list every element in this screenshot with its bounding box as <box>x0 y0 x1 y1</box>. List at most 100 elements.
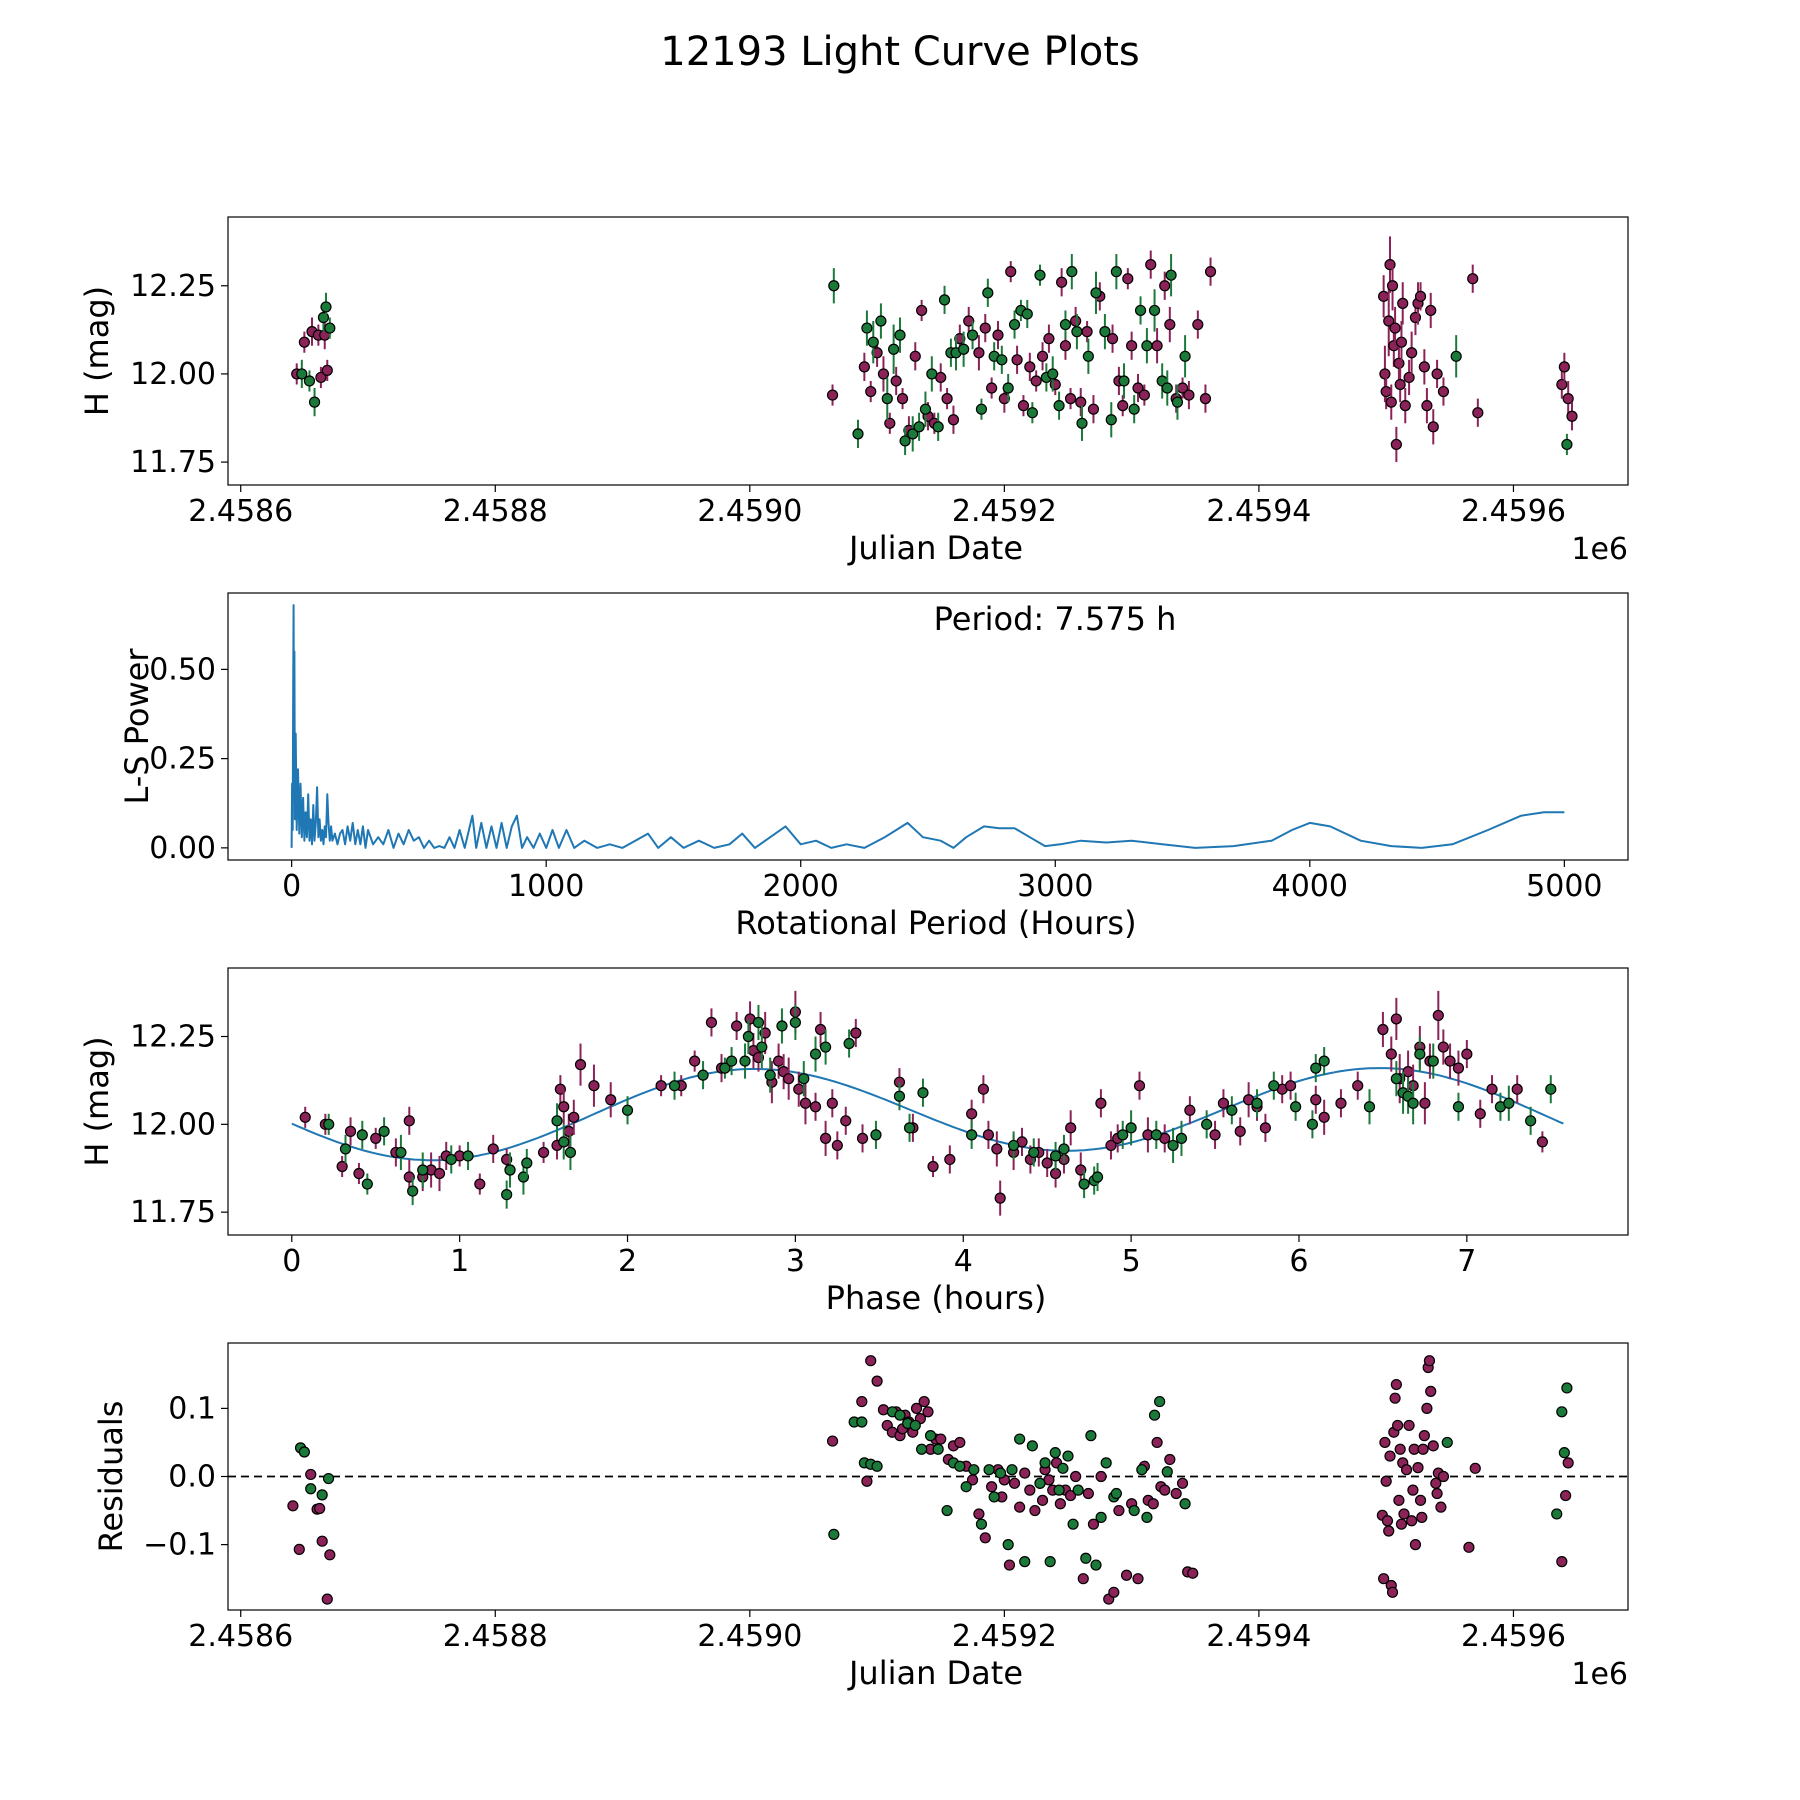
band_b-point <box>1128 1504 1140 1517</box>
band_a-point <box>1381 1515 1394 1527</box>
band_b-point <box>1066 266 1078 278</box>
band_b-point <box>1072 1484 1084 1496</box>
x-tick-label: 1000 <box>508 869 584 904</box>
band_a-point <box>1474 1108 1486 1120</box>
y-tick-label: 12.00 <box>130 1107 216 1142</box>
band_a-point <box>840 1115 852 1127</box>
band_b-point <box>776 1020 788 1032</box>
band_b-point <box>913 421 925 433</box>
band_a-point <box>1423 1355 1436 1367</box>
band_a-point <box>861 1475 873 1487</box>
band_a-point <box>1183 389 1195 401</box>
x-axis-label: Phase (hours) <box>826 1279 1047 1317</box>
band_a-point <box>814 1023 827 1036</box>
band_b-point <box>739 1055 751 1067</box>
band_a-point <box>871 1375 883 1387</box>
y-axis-label: H (mag) <box>78 1036 116 1166</box>
band_a-point <box>1159 280 1171 292</box>
band_b-point <box>1561 438 1573 451</box>
band_b-point <box>1318 1055 1330 1067</box>
band_a-point <box>1406 1515 1418 1527</box>
band_a-point <box>1536 1136 1548 1148</box>
band_a-point <box>966 1108 978 1120</box>
band_a-point <box>871 347 883 359</box>
band_a-point <box>979 322 991 334</box>
band_b-point <box>742 1030 754 1043</box>
band_b-point <box>1551 1508 1563 1520</box>
periodogram-data <box>290 604 1565 849</box>
band_a-point <box>877 368 890 380</box>
band_b-point <box>378 1125 390 1137</box>
x-tick-label: 7 <box>1457 1244 1476 1279</box>
band_b-point <box>820 1041 832 1053</box>
band_a-point <box>1409 1539 1422 1551</box>
band_a-point <box>1217 1097 1230 1109</box>
x-tick-label: 2.4596 <box>1461 1619 1566 1654</box>
band_b-point <box>917 1087 929 1099</box>
y-tick-label: 0.25 <box>149 742 216 777</box>
band_b-point <box>867 336 879 348</box>
band_b-point <box>1082 350 1094 362</box>
band_b-point <box>1090 287 1102 299</box>
period-annotation: Period: 7.575 h <box>934 600 1177 638</box>
band_b-point <box>941 1504 953 1517</box>
y-tick-label: 12.25 <box>130 1020 216 1055</box>
band_b-point <box>1002 1539 1014 1551</box>
band_b-point <box>1558 1447 1570 1459</box>
band_a-point <box>918 1395 930 1408</box>
band_b-point <box>417 1164 429 1176</box>
band_b-point <box>323 1118 335 1130</box>
band_a-point <box>991 1143 1003 1155</box>
band_b-point <box>1427 1055 1439 1067</box>
band_b-point <box>1100 1457 1112 1469</box>
band_a-point <box>1397 297 1409 309</box>
band_b-point <box>1099 326 1111 338</box>
x-tick-label: 2.4590 <box>697 494 802 529</box>
band_a-point <box>605 1094 617 1106</box>
band_a-point <box>1378 290 1390 302</box>
band_b-point <box>551 1115 563 1127</box>
band_a-point <box>772 1055 785 1067</box>
band_b-point <box>1080 1552 1092 1564</box>
periodogram-panel: 0 1000 2000 3000 4000 5000 0.00 0.25 0.50 Rotatio… <box>118 592 1629 942</box>
band_b-point <box>1290 1101 1302 1113</box>
band_a-point <box>1412 1462 1424 1474</box>
band_b-point <box>501 1188 513 1201</box>
band_a-point <box>1310 1094 1322 1106</box>
band_b-point <box>975 403 988 415</box>
band_a-point <box>963 315 975 327</box>
band_a-point <box>1259 1122 1272 1134</box>
band_a-point <box>793 1083 805 1095</box>
y-tick-label: 0.50 <box>149 652 216 687</box>
band_a-point <box>1070 1470 1082 1483</box>
fit-curve <box>291 1067 1564 1162</box>
band_b-point <box>1306 1118 1319 1130</box>
band_a-point <box>324 1549 336 1561</box>
band_a-point <box>1467 273 1479 285</box>
band_b-point <box>1026 407 1038 419</box>
x-tick-label: 6 <box>1289 1244 1308 1279</box>
band_a-point <box>916 304 928 317</box>
band_a-point <box>1126 340 1138 352</box>
band_a-point <box>287 1500 299 1512</box>
band_a-point <box>1398 1508 1410 1520</box>
band_b-point <box>1039 1457 1051 1469</box>
band_b-point <box>1095 1511 1107 1523</box>
band_a-point <box>944 1153 956 1166</box>
band_a-point <box>1418 1430 1430 1442</box>
band_a-point <box>1132 1573 1144 1585</box>
x-tick-label: 2.4594 <box>1206 1619 1311 1654</box>
band_a-point <box>982 1129 995 1141</box>
band_b-point <box>852 428 864 440</box>
band_a-point <box>954 1436 966 1449</box>
x-tick-label: 2.4592 <box>952 494 1057 529</box>
band_a-point <box>1380 385 1392 398</box>
band_b-point <box>966 1129 978 1141</box>
band_a-point <box>1005 266 1017 278</box>
band_a-point <box>1065 1122 1077 1134</box>
band_b-point <box>1118 375 1130 387</box>
band_a-point <box>314 1502 326 1515</box>
band_b-point <box>916 1443 928 1455</box>
band_b-point <box>621 1104 634 1116</box>
